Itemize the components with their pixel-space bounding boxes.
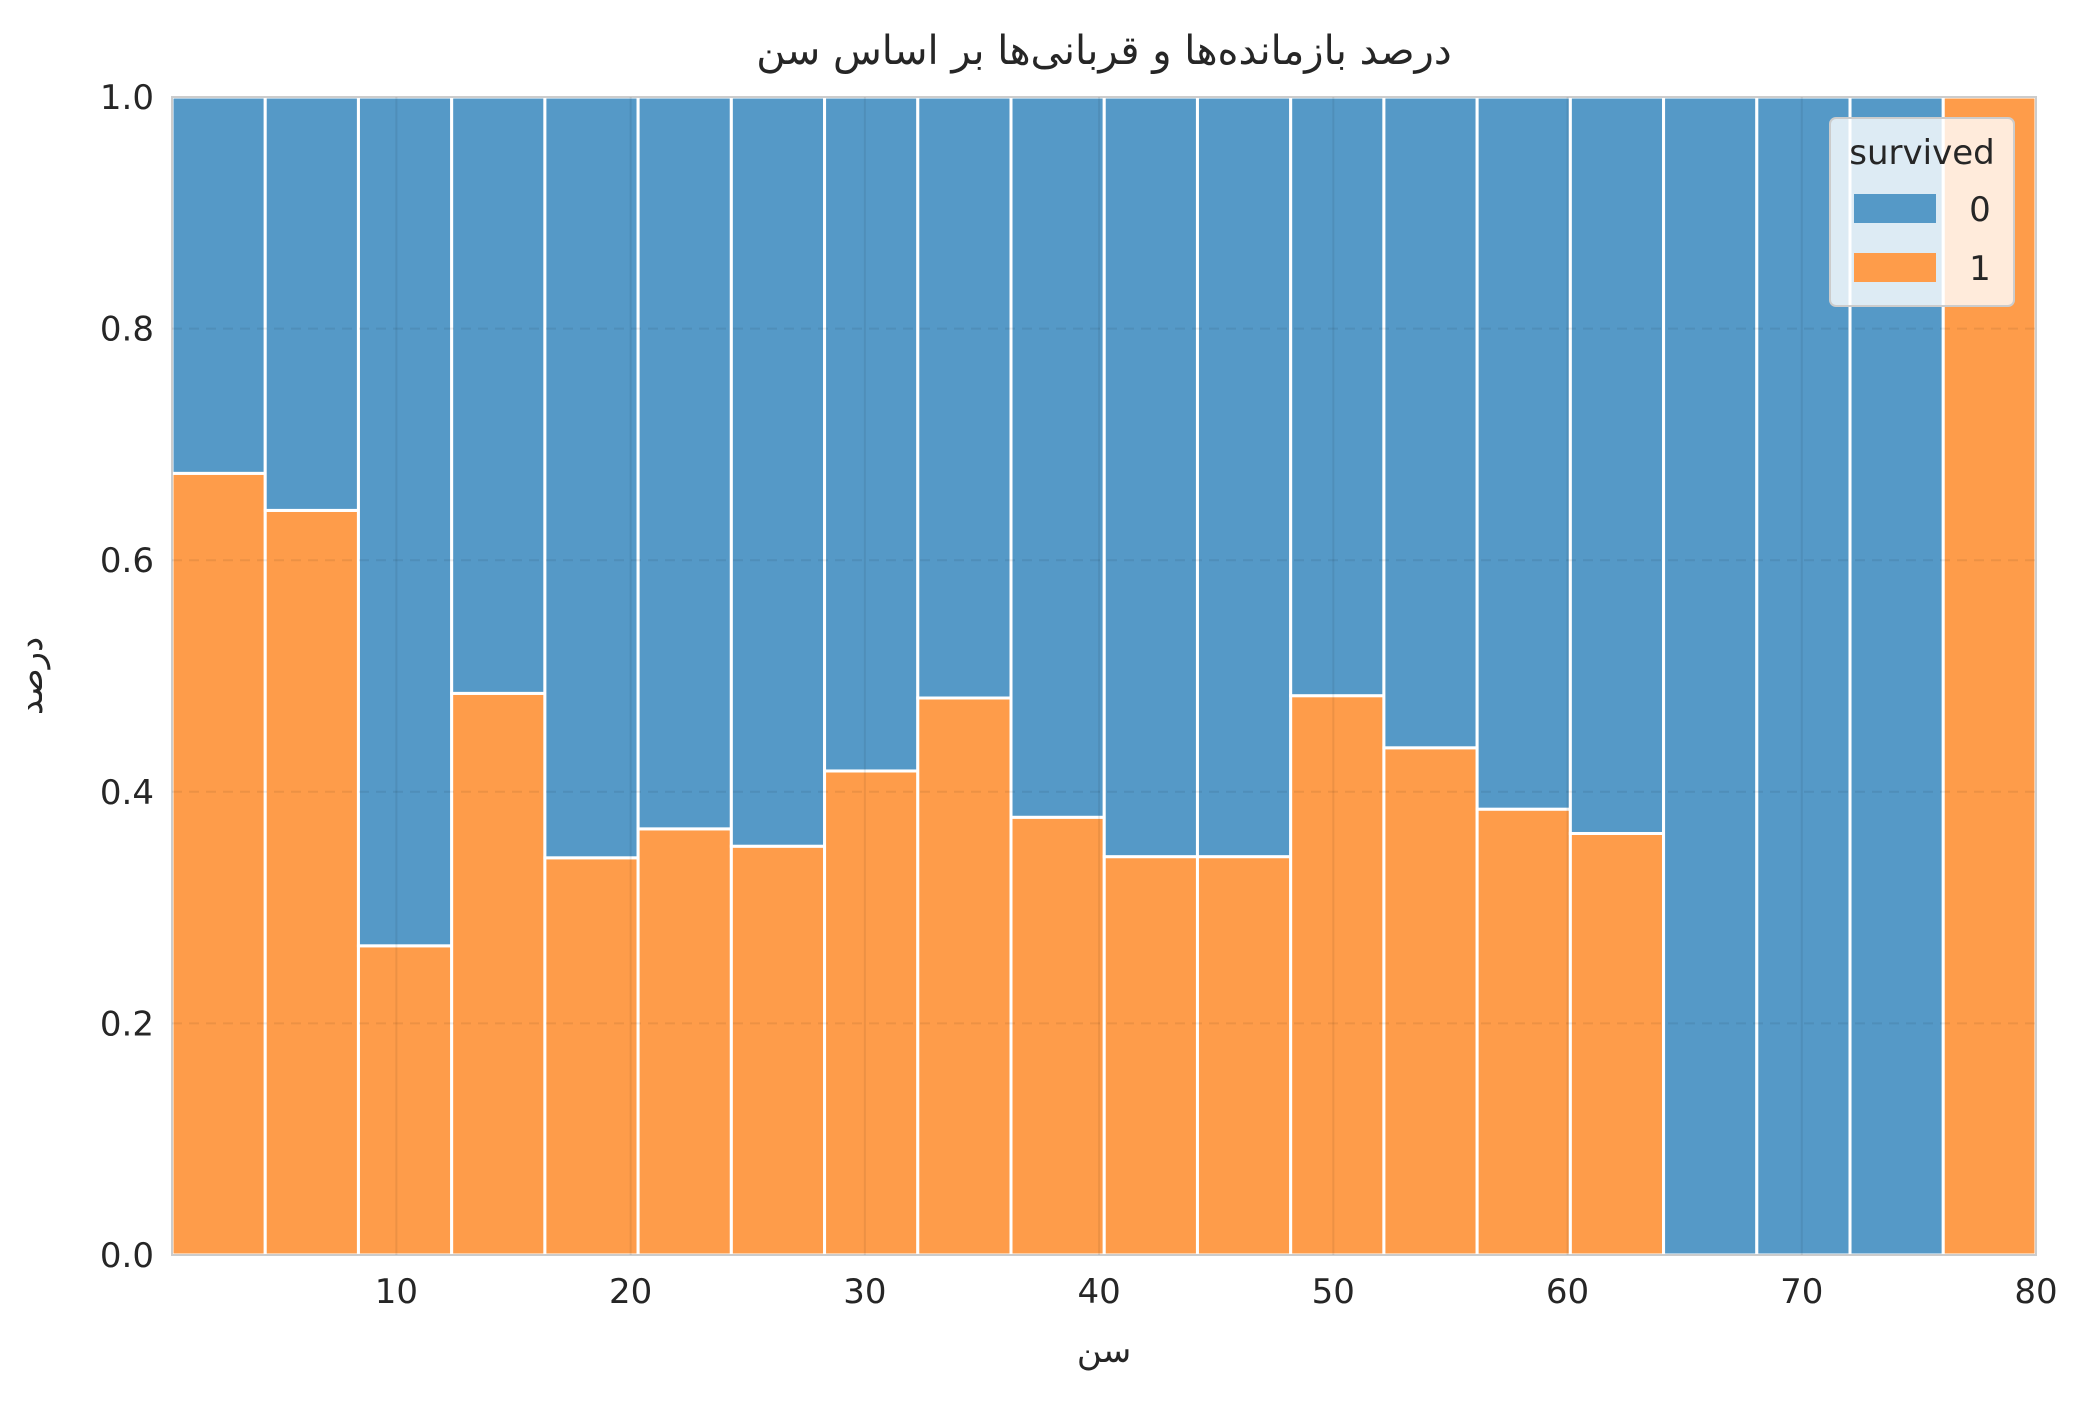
bar-survived-0-bin-6 xyxy=(636,95,733,831)
bar-survived-0-bin-13 xyxy=(1289,95,1386,698)
y-tick-label: 1.0 xyxy=(100,78,154,118)
bar-survived-1-bin-2 xyxy=(263,508,360,1257)
x-tick-label: 40 xyxy=(1077,1272,1120,1312)
bar-survived-1-bin-3 xyxy=(356,944,454,1257)
bar-survived-0-bin-16 xyxy=(1568,95,1666,835)
bar-survived-0-bin-8 xyxy=(823,95,920,773)
x-axis-title: سن xyxy=(1077,1331,1131,1371)
legend-items: 01 xyxy=(1854,190,1991,289)
bar-survived-0-bin-10 xyxy=(1009,95,1106,819)
legend-label-0: 0 xyxy=(1969,190,1991,230)
bar-survived-1-bin-9 xyxy=(916,696,1013,1257)
plot-border xyxy=(171,96,2037,1256)
bar-survived-0-bin-9 xyxy=(916,95,1013,700)
y-tick-label: 0.8 xyxy=(100,310,154,350)
legend-title: survived xyxy=(1849,133,1994,173)
bar-survived-0-bin-5 xyxy=(543,95,640,860)
bar-survived-1-bin-10 xyxy=(1009,815,1106,1257)
bar-survived-1-bin-7 xyxy=(729,844,827,1257)
chart-title: درصد بازمانده‌ها و قربانی‌ها بر اساس سن xyxy=(756,28,1451,74)
plot-frame xyxy=(171,96,2037,1256)
bar-survived-1-bin-4 xyxy=(450,691,547,1257)
x-tick-label: 70 xyxy=(1780,1272,1823,1312)
y-tick-label: 0.6 xyxy=(100,541,154,581)
bar-survived-1-bin-8 xyxy=(823,769,920,1257)
bar-survived-0-bin-17 xyxy=(1662,95,1759,1257)
legend-swatch-0 xyxy=(1854,194,1936,223)
bar-survived-1-bin-14 xyxy=(1382,746,1479,1257)
bar-survived-0-bin-15 xyxy=(1475,95,1572,811)
x-tick-label: 50 xyxy=(1312,1272,1355,1312)
y-tick-label: 0.0 xyxy=(100,1236,154,1276)
bar-survived-0-bin-2 xyxy=(263,95,360,512)
bar-survived-1-bin-1 xyxy=(170,471,267,1257)
x-tick-label: 10 xyxy=(375,1272,418,1312)
bar-survived-0-bin-1 xyxy=(170,95,267,475)
bar-survived-0-bin-14 xyxy=(1382,95,1479,750)
x-tick-label: 20 xyxy=(609,1272,652,1312)
bar-survived-0-bin-12 xyxy=(1195,95,1293,859)
x-tick-label: 60 xyxy=(1546,1272,1589,1312)
tick-labels: 0.00.20.40.60.81.010 20 30 40 50 60 70 80 xyxy=(100,78,2058,1312)
bar-survived-1-bin-12 xyxy=(1195,855,1293,1257)
bar-survived-1-bin-16 xyxy=(1568,831,1666,1257)
y-tick-label: 0.2 xyxy=(100,1004,154,1044)
bars xyxy=(170,95,2038,1257)
bar-survived-1-bin-13 xyxy=(1289,694,1386,1257)
grid-lines xyxy=(172,97,2036,1255)
bar-survived-1-bin-11 xyxy=(1102,855,1199,1257)
bar-survived-0-bin-3 xyxy=(356,95,454,948)
x-tick-label: 30 xyxy=(843,1272,886,1312)
bar-survived-0-bin-7 xyxy=(729,95,827,848)
y-axis-title: درصد xyxy=(11,637,51,715)
legend-swatch-1 xyxy=(1854,253,1936,282)
y-tick-label: 0.4 xyxy=(100,773,154,813)
bar-survived-1-bin-15 xyxy=(1475,807,1572,1257)
bar-survived-0-bin-4 xyxy=(450,95,547,695)
bar-survived-1-bin-6 xyxy=(636,827,733,1257)
x-tick-label: 80 xyxy=(2014,1272,2057,1312)
bar-survived-0-bin-11 xyxy=(1102,95,1199,859)
legend: survived 01 xyxy=(1829,117,2015,307)
bar-survived-1-bin-5 xyxy=(543,856,640,1257)
legend-label-1: 1 xyxy=(1969,249,1991,289)
